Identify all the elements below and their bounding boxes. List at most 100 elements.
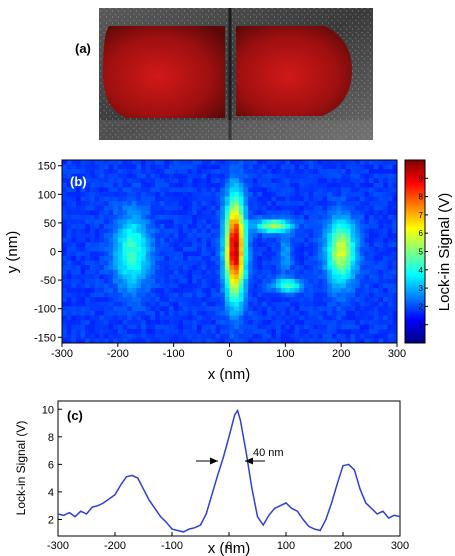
heatmap-cell — [364, 233, 370, 239]
heatmap-cell — [150, 178, 156, 184]
heatmap-cell — [355, 278, 361, 284]
heatmap-cell — [266, 251, 272, 257]
heatmap-cell — [103, 196, 109, 202]
heatmap-cell — [206, 329, 212, 335]
heatmap-cell — [113, 338, 119, 344]
heatmap-cell — [336, 224, 342, 230]
heatmap-cell — [150, 292, 156, 298]
heatmap-cell — [308, 196, 314, 202]
heatmap-cell — [169, 246, 175, 252]
heatmap-cell — [355, 192, 361, 198]
heatmap-cell — [220, 338, 226, 344]
heatmap-cell — [327, 251, 333, 257]
heatmap-cell — [359, 210, 365, 216]
heatmap-cell — [113, 192, 119, 198]
heatmap-cell — [299, 187, 305, 193]
heatmap-cell — [341, 237, 347, 243]
heatmap-cell — [271, 210, 277, 216]
heatmap-cell — [355, 178, 361, 184]
heatmap-cell — [289, 269, 296, 275]
heatmap-cell — [336, 169, 342, 175]
heatmap-cell — [85, 324, 91, 330]
heatmap-cell — [271, 310, 277, 316]
heatmap-cell — [206, 201, 212, 207]
heatmap-cell — [108, 278, 114, 284]
heatmap-cell — [71, 297, 77, 303]
heatmap-cell — [99, 205, 105, 211]
heatmap-cell — [131, 278, 137, 284]
heatmap-axes: -300 -200 -100 0 100 200 300150100500-50-100-1… — [34, 161, 406, 360]
heatmap-cell — [182, 324, 189, 330]
heatmap-cell — [345, 187, 351, 193]
heatmap-cell — [215, 265, 221, 271]
heatmap-cell — [392, 164, 398, 170]
heatmap-cell — [248, 228, 254, 234]
heatmap-cell — [276, 269, 282, 275]
heatmap-cell — [355, 164, 361, 170]
heatmap-cell — [359, 324, 365, 330]
heatmap-cell — [276, 315, 282, 321]
heatmap-cell — [322, 315, 328, 321]
heatmap-cell — [378, 214, 384, 220]
heatmap-cell — [159, 187, 165, 193]
heatmap-cell — [80, 292, 86, 298]
heatmap-cell — [117, 164, 123, 170]
heatmap-cell — [373, 320, 379, 326]
heatmap-cell — [196, 329, 202, 335]
heatmap-cell — [206, 228, 212, 234]
heatmap-cell — [373, 214, 379, 220]
heatmap-cell — [220, 246, 226, 252]
heatmap-cell — [196, 219, 202, 225]
heatmap-cell — [108, 256, 114, 262]
heatmap-cell — [229, 297, 235, 303]
heatmap-cell — [364, 315, 370, 321]
heatmap-cell — [383, 310, 389, 316]
heatmap-cell — [303, 201, 309, 207]
heatmap-cell — [262, 160, 268, 165]
heatmap-cell — [364, 242, 370, 248]
heatmap-cell — [122, 269, 128, 275]
heatmap-cell — [341, 315, 347, 321]
heatmap-cell — [210, 169, 216, 175]
heatmap-cell — [285, 219, 291, 225]
heatmap-cell — [210, 228, 216, 234]
heatmap-cell — [355, 233, 361, 239]
heatmap-cell — [75, 338, 82, 344]
heatmap-cell — [182, 320, 189, 326]
heatmap-cell — [182, 306, 189, 312]
heatmap-cell — [159, 169, 165, 175]
heatmap-cell — [238, 333, 244, 339]
heatmap-cell — [150, 192, 156, 198]
heatmap-x-tick-label: 100 — [276, 348, 294, 360]
heatmap-cell — [136, 297, 142, 303]
heatmap-cell — [299, 338, 305, 344]
heatmap-cell — [80, 233, 86, 239]
heatmap-cell — [62, 269, 68, 275]
heatmap-cell — [117, 256, 123, 262]
heatmap-cell — [196, 201, 202, 207]
heatmap-cell — [66, 178, 72, 184]
heatmap-cell — [331, 260, 337, 266]
heatmap-cell — [85, 320, 91, 326]
heatmap-cell — [257, 182, 263, 188]
heatmap-cell — [336, 182, 342, 188]
heatmap-cell — [103, 310, 109, 316]
heatmap-cell — [327, 192, 333, 198]
heatmap-cell — [187, 260, 193, 266]
heatmap-cell — [276, 274, 282, 280]
heatmap-cell — [308, 292, 314, 298]
heatmap-cell — [215, 201, 221, 207]
heatmap-cell — [331, 210, 337, 216]
heatmap-cell — [178, 214, 184, 220]
heatmap-cell — [150, 274, 156, 280]
heatmap-cell — [387, 210, 393, 216]
heatmap-cell — [178, 274, 184, 280]
heatmap-cell — [127, 283, 133, 289]
heatmap-cell — [238, 320, 244, 326]
heatmap-cell — [364, 196, 370, 202]
heatmap-cell — [224, 233, 230, 239]
heatmap-cell — [196, 178, 202, 184]
heatmap-cell — [322, 274, 328, 280]
heatmap-cell — [322, 251, 328, 257]
heatmap-cell — [131, 160, 137, 165]
